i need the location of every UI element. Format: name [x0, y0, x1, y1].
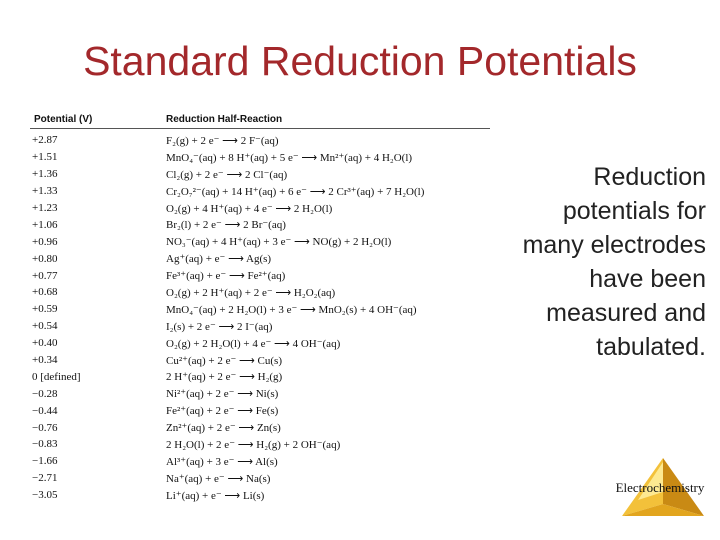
header-reaction: Reduction Half-Reaction	[166, 113, 283, 125]
pyramid-right-face	[663, 458, 704, 516]
slide-title: Standard Reduction Potentials	[83, 38, 637, 84]
table-row: +1.06 Br₂(l) + 2 e⁻ ⟶ 2 Br⁻(aq)	[30, 216, 490, 233]
reaction-cell: Al³⁺(aq) + 3 e⁻ ⟶ Al(s)	[166, 455, 278, 468]
potential-cell: +0.77	[32, 269, 58, 282]
potential-cell: −0.76	[32, 421, 58, 434]
footer-label: Electrochemistry	[615, 480, 705, 495]
reaction-cell: Ag⁺(aq) + e⁻ ⟶ Ag(s)	[166, 253, 272, 266]
pyramid-highlight	[638, 462, 663, 500]
table-row: +2.87 F₂(g) + 2 e⁻ ⟶ 2 F⁻(aq)	[30, 132, 490, 149]
potential-cell: −2.71	[32, 472, 58, 485]
potential-cell: −1.66	[32, 455, 58, 468]
table-row: +0.68 O₂(g) + 2 H⁺(aq) + 2 e⁻ ⟶ H₂O₂(aq)	[30, 284, 490, 301]
reaction-cell: O₂(g) + 2 H₂O(l) + 4 e⁻ ⟶ 4 OH⁻(aq)	[166, 337, 341, 350]
potential-cell: +0.34	[32, 354, 58, 367]
table-row: +0.96 NO₃⁻(aq) + 4 H⁺(aq) + 3 e⁻ ⟶ NO(g) …	[30, 233, 490, 250]
table-row: −0.28 Ni²⁺(aq) + 2 e⁻ ⟶ Ni(s)	[30, 385, 490, 402]
potential-cell: +2.87	[32, 134, 58, 147]
table-row: −1.66 Al³⁺(aq) + 3 e⁻ ⟶ Al(s)	[30, 453, 490, 470]
potential-cell: +0.54	[32, 320, 58, 333]
table-row: +1.33 Cr₂O₇²⁻(aq) + 14 H⁺(aq) + 6 e⁻ ⟶ 2 …	[30, 183, 490, 200]
reaction-cell: Na⁺(aq) + e⁻ ⟶ Na(s)	[166, 472, 271, 485]
table-row: +0.77 Fe³⁺(aq) + e⁻ ⟶ Fe²⁺(aq)	[30, 267, 490, 284]
potential-cell: +1.51	[32, 151, 58, 164]
reaction-cell: Br₂(l) + 2 e⁻ ⟶ 2 Br⁻(aq)	[166, 219, 286, 232]
potential-cell: +0.68	[32, 286, 58, 299]
potential-cell: +0.40	[32, 337, 58, 350]
reaction-cell: Li⁺(aq) + e⁻ ⟶ Li(s)	[166, 489, 265, 502]
table-row: +0.34 Cu²⁺(aq) + 2 e⁻ ⟶ Cu(s)	[30, 352, 490, 369]
table-row: +0.80 Ag⁺(aq) + e⁻ ⟶ Ag(s)	[30, 250, 490, 267]
reaction-cell: MnO₄⁻(aq) + 2 H₂O(l) + 3 e⁻ ⟶ MnO₂(s) + …	[166, 303, 417, 316]
potential-cell: +0.59	[32, 303, 58, 316]
table-row: −2.71 Na⁺(aq) + e⁻ ⟶ Na(s)	[30, 470, 490, 487]
side-description: Reduction potentials for many electrodes…	[522, 163, 706, 361]
reaction-cell: Cl₂(g) + 2 e⁻ ⟶ 2 Cl⁻(aq)	[166, 168, 288, 181]
table-row: +0.54 I₂(s) + 2 e⁻ ⟶ 2 I⁻(aq)	[30, 318, 490, 335]
reaction-cell: Cu²⁺(aq) + 2 e⁻ ⟶ Cu(s)	[166, 354, 283, 367]
table-row: 0 [defined] 2 H⁺(aq) + 2 e⁻ ⟶ H₂(g)	[30, 368, 490, 385]
pyramid-icon	[622, 458, 704, 516]
reaction-cell: NO₃⁻(aq) + 4 H⁺(aq) + 3 e⁻ ⟶ NO(g) + 2 H…	[166, 236, 392, 249]
reaction-cell: Fe²⁺(aq) + 2 e⁻ ⟶ Fe(s)	[166, 405, 279, 418]
potential-cell: +0.96	[32, 235, 58, 248]
potential-cell: +1.23	[32, 202, 58, 214]
reaction-cell: Fe³⁺(aq) + e⁻ ⟶ Fe²⁺(aq)	[166, 270, 286, 283]
table-row: −0.76 Zn²⁺(aq) + 2 e⁻ ⟶ Zn(s)	[30, 419, 490, 436]
potential-cell: +0.80	[32, 252, 58, 265]
table-row: +0.59 MnO₄⁻(aq) + 2 H₂O(l) + 3 e⁻ ⟶ MnO₂(…	[30, 301, 490, 318]
table-header: Potential (V) Reduction Half-Reaction	[30, 110, 490, 129]
reaction-cell: F₂(g) + 2 e⁻ ⟶ 2 F⁻(aq)	[166, 134, 279, 147]
table-body: +2.87 F₂(g) + 2 e⁻ ⟶ 2 F⁻(aq) +1.51 MnO₄⁻(a…	[30, 132, 490, 504]
table-row: +1.51 MnO₄⁻(aq) + 8 H⁺(aq) + 5 e⁻ ⟶ Mn²⁺(…	[30, 149, 490, 166]
reaction-cell: Cr₂O₇²⁻(aq) + 14 H⁺(aq) + 6 e⁻ ⟶ 2 Cr³⁺(…	[166, 185, 425, 198]
potential-cell: −0.83	[32, 438, 58, 451]
table-row: −0.83 2 H₂O(l) + 2 e⁻ ⟶ H₂(g) + 2 OH⁻(aq)	[30, 436, 490, 453]
reaction-cell: 2 H₂O(l) + 2 e⁻ ⟶ H₂(g) + 2 OH⁻(aq)	[166, 438, 341, 451]
potential-cell: −3.05	[32, 489, 58, 502]
potential-cell: +1.36	[32, 168, 58, 181]
table-row: +1.36 Cl₂(g) + 2 e⁻ ⟶ 2 Cl⁻(aq)	[30, 166, 490, 183]
pyramid-left-face	[622, 458, 663, 516]
table-row: +1.23 O₂(g) + 4 H⁺(aq) + 4 e⁻ ⟶ 2 H₂O(l)	[30, 200, 490, 217]
reaction-cell: O₂(g) + 4 H⁺(aq) + 4 e⁻ ⟶ 2 H₂O(l)	[166, 202, 333, 215]
reaction-cell: MnO₄⁻(aq) + 8 H⁺(aq) + 5 e⁻ ⟶ Mn²⁺(aq) +…	[166, 151, 413, 164]
header-potential: Potential (V)	[34, 113, 93, 125]
table-row: −0.44 Fe²⁺(aq) + 2 e⁻ ⟶ Fe(s)	[30, 402, 490, 419]
potential-cell: +1.06	[32, 218, 58, 231]
reaction-cell: Zn²⁺(aq) + 2 e⁻ ⟶ Zn(s)	[166, 422, 281, 435]
table-row: +0.40 O₂(g) + 2 H₂O(l) + 4 e⁻ ⟶ 4 OH⁻(aq)	[30, 335, 490, 352]
potential-cell: −0.44	[32, 404, 58, 417]
reaction-cell: I₂(s) + 2 e⁻ ⟶ 2 I⁻(aq)	[166, 320, 273, 333]
potential-cell: −0.28	[32, 387, 58, 400]
reaction-cell: Ni²⁺(aq) + 2 e⁻ ⟶ Ni(s)	[166, 388, 279, 401]
potential-cell: 0 [defined]	[32, 370, 81, 383]
pyramid-base-face	[622, 504, 704, 516]
reaction-cell: O₂(g) + 2 H⁺(aq) + 2 e⁻ ⟶ H₂O₂(aq)	[166, 286, 336, 299]
reduction-potentials-table: Potential (V) Reduction Half-Reaction +2…	[30, 110, 490, 504]
reaction-cell: 2 H⁺(aq) + 2 e⁻ ⟶ H₂(g)	[166, 371, 283, 384]
potential-cell: +1.33	[32, 185, 58, 198]
table-row: −3.05 Li⁺(aq) + e⁻ ⟶ Li(s)	[30, 487, 490, 504]
